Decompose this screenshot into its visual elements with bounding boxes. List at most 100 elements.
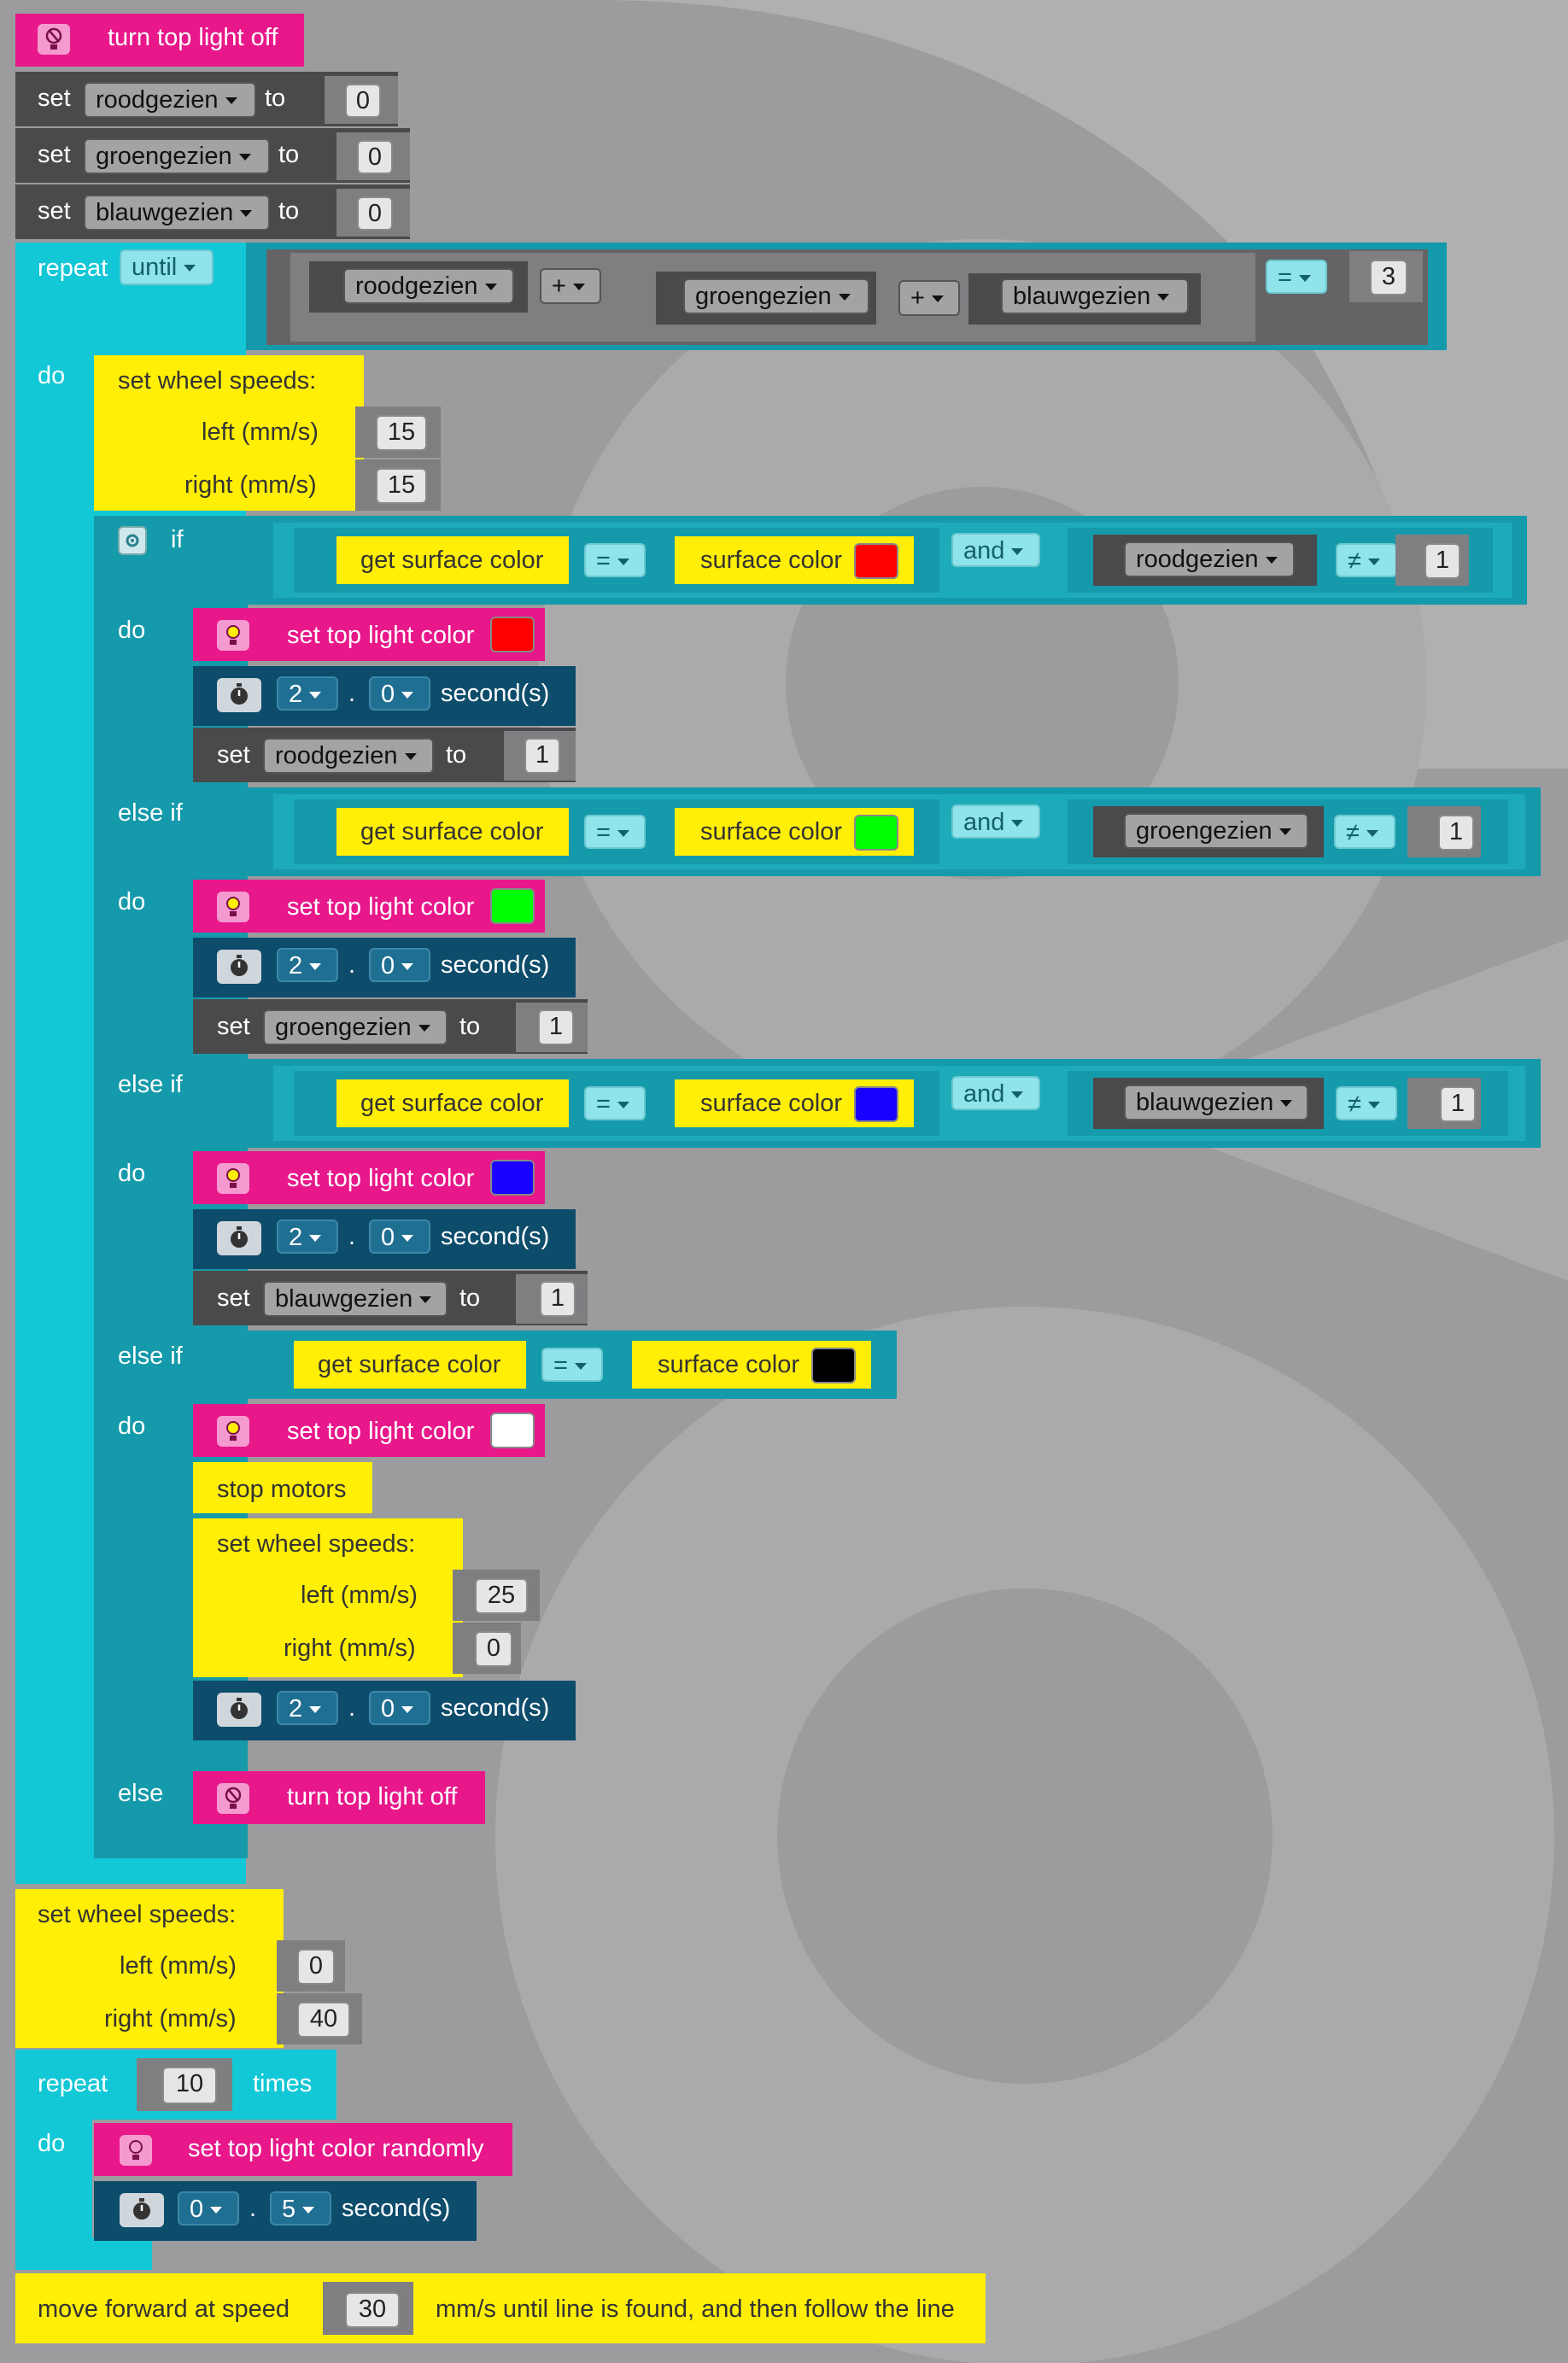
variable-dropdown[interactable]: roodgezien <box>84 82 256 118</box>
left-speed-input[interactable]: 0 <box>297 1949 335 1985</box>
variable-dropdown[interactable]: roodgezien <box>263 738 434 774</box>
variable-dropdown[interactable]: blauwgezien <box>84 195 270 231</box>
not-equals-dropdown[interactable]: ≠ <box>1336 1086 1397 1120</box>
number-input[interactable]: 1 <box>1425 543 1460 579</box>
get-surface-color-block[interactable] <box>336 1079 569 1127</box>
until-dropdown[interactable]: until <box>120 249 214 285</box>
turn-top-light-off-block[interactable]: turn top light off <box>15 14 304 67</box>
dropdown-arrow-icon <box>419 1296 432 1304</box>
and-dropdown[interactable]: and <box>951 1076 1040 1110</box>
variable-dropdown[interactable]: roodgezien <box>1124 541 1295 577</box>
variable-dropdown[interactable]: roodgezien <box>343 268 514 304</box>
seconds-dropdown[interactable]: 2 <box>277 676 338 711</box>
set-wheel-speeds-block[interactable] <box>94 355 364 511</box>
right-speed-input[interactable]: 15 <box>376 468 427 504</box>
number-input[interactable]: 3 <box>1370 260 1407 295</box>
tenths-dropdown[interactable]: 0 <box>369 948 430 982</box>
number-input[interactable]: 1 <box>538 1009 574 1045</box>
variable-dropdown[interactable]: blauwgezien <box>1124 1085 1308 1120</box>
decimal-point: . <box>348 1694 356 1722</box>
set-top-light-color-block[interactable] <box>193 1404 545 1457</box>
blue-color-swatch[interactable] <box>490 1160 535 1196</box>
number-input[interactable]: 1 <box>524 738 560 774</box>
tenths-dropdown[interactable]: 0 <box>369 676 430 711</box>
right-speed-input[interactable]: 40 <box>297 2002 350 2038</box>
seconds-dropdown[interactable]: 2 <box>277 948 338 982</box>
move-forward-block[interactable] <box>15 2273 986 2343</box>
number-input[interactable]: 0 <box>357 140 393 174</box>
plus-dropdown[interactable]: + <box>898 280 960 316</box>
else-if-label: else if <box>118 1342 183 1370</box>
number-input[interactable]: 1 <box>540 1281 576 1317</box>
variable-dropdown[interactable]: groengezien <box>1124 813 1308 849</box>
stopwatch-icon <box>217 950 261 984</box>
number-input[interactable]: 1 <box>1440 1086 1476 1122</box>
set-variable-block[interactable]: set groengezien to 0 <box>15 128 410 183</box>
tenths-dropdown[interactable]: 0 <box>369 1691 430 1725</box>
do-label: do <box>118 1160 146 1187</box>
speed-input[interactable]: 30 <box>345 2292 400 2328</box>
seconds-dropdown[interactable]: 2 <box>277 1691 338 1725</box>
dropdown-arrow-icon <box>309 1706 322 1714</box>
number-input[interactable]: 0 <box>345 84 381 118</box>
dropdown-arrow-icon <box>309 963 322 971</box>
variable-dropdown[interactable]: groengezien <box>683 278 869 314</box>
equals-dropdown[interactable]: = <box>541 1348 603 1382</box>
set-top-light-color-block[interactable] <box>193 880 545 933</box>
and-dropdown[interactable]: and <box>951 533 1040 567</box>
not-equals-dropdown[interactable]: ≠ <box>1336 543 1397 577</box>
equals-dropdown[interactable]: = <box>584 543 646 577</box>
equals-dropdown[interactable]: = <box>584 815 646 849</box>
number-input[interactable]: 0 <box>357 196 393 231</box>
equals-dropdown[interactable]: = <box>584 1086 646 1120</box>
white-color-swatch[interactable] <box>490 1413 535 1448</box>
plus-dropdown[interactable]: + <box>540 268 601 304</box>
left-speed-input[interactable]: 25 <box>475 1578 528 1614</box>
green-color-swatch[interactable] <box>490 888 535 924</box>
dropdown-arrow-icon <box>238 154 251 161</box>
get-surface-color-block[interactable] <box>336 808 569 856</box>
left-speed-input[interactable]: 15 <box>376 415 427 451</box>
red-color-swatch[interactable] <box>490 617 535 652</box>
and-dropdown[interactable]: and <box>951 804 1040 839</box>
dropdown-arrow-icon <box>1280 1100 1293 1108</box>
set-top-light-color-block[interactable] <box>193 608 545 661</box>
set-top-light-color-randomly-block[interactable] <box>94 2123 512 2176</box>
dropdown-arrow-icon <box>838 294 851 301</box>
red-color-swatch[interactable] <box>854 543 898 579</box>
variable-dropdown[interactable]: blauwgezien <box>1001 278 1189 314</box>
set-top-light-color-block[interactable] <box>193 1151 545 1204</box>
right-speed-input[interactable]: 0 <box>475 1631 512 1667</box>
black-color-swatch[interactable] <box>811 1348 856 1383</box>
dropdown-arrow-icon <box>401 1706 414 1714</box>
seconds-dropdown[interactable]: 2 <box>277 1220 338 1254</box>
tenths-dropdown[interactable]: 5 <box>270 2191 331 2226</box>
turn-top-light-off-label: turn top light off <box>108 24 278 51</box>
set-wheel-speeds-block[interactable] <box>193 1518 463 1677</box>
gear-icon[interactable] <box>118 526 147 555</box>
set-top-light-color-label: set top light color <box>287 622 475 649</box>
left-speed-label: left (mm/s) <box>120 1952 237 1980</box>
tenths-dropdown[interactable]: 0 <box>369 1220 430 1254</box>
equals-dropdown[interactable]: = <box>1266 260 1327 294</box>
green-color-swatch[interactable] <box>854 815 898 851</box>
not-equals-dropdown[interactable]: ≠ <box>1334 815 1395 849</box>
seconds-dropdown[interactable]: 0 <box>178 2191 239 2226</box>
dropdown-arrow-icon <box>572 284 585 291</box>
repeat-count-input[interactable]: 10 <box>162 2067 217 2104</box>
variable-dropdown[interactable]: groengezien <box>263 1009 448 1045</box>
variable-dropdown[interactable]: groengezien <box>84 138 270 174</box>
seconds-label: second(s) <box>342 2195 451 2222</box>
variable-dropdown[interactable]: blauwgezien <box>263 1281 448 1317</box>
get-surface-color-block[interactable] <box>336 536 569 584</box>
dropdown-arrow-icon <box>404 753 417 761</box>
set-variable-block[interactable]: set roodgezien to 0 <box>15 72 398 126</box>
random-color-label: set top light color randomly <box>188 2135 484 2162</box>
set-wheel-speeds-block[interactable] <box>15 1889 284 2048</box>
get-surface-color-block[interactable] <box>294 1341 526 1389</box>
set-wheel-speeds-label: set wheel speeds: <box>217 1530 416 1558</box>
number-input[interactable]: 1 <box>1438 815 1474 851</box>
set-variable-block[interactable]: set blauwgezien to 0 <box>15 184 410 239</box>
stop-motors-block[interactable] <box>193 1462 372 1513</box>
blue-color-swatch[interactable] <box>854 1086 898 1122</box>
